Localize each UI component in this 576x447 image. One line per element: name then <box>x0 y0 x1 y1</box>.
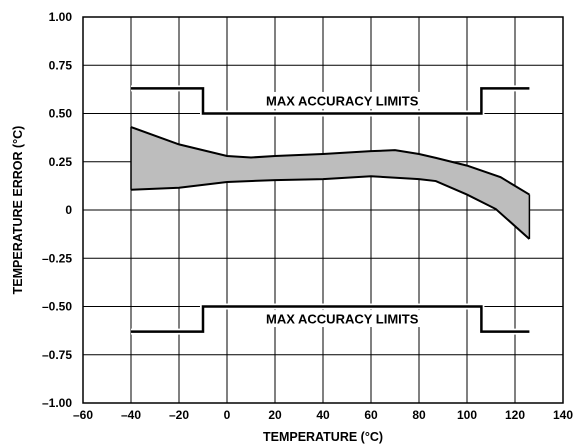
y-tick-label: 0.25 <box>49 155 73 169</box>
x-tick-label: 60 <box>364 408 378 422</box>
y-tick-label: 0 <box>65 203 72 217</box>
plot-frame <box>82 16 564 404</box>
lower-accuracy-limit-line <box>131 305 530 333</box>
y-tick-label: 1.00 <box>49 10 73 24</box>
x-axis-title: TEMPERATURE (°C) <box>263 430 383 444</box>
x-tick-label: –60 <box>73 408 93 422</box>
x-tick-label: –20 <box>169 408 189 422</box>
error-band-upper-line <box>130 126 530 196</box>
y-tick-label: 0.50 <box>49 107 73 121</box>
x-tick-label: 120 <box>505 408 525 422</box>
x-tick-label: 20 <box>268 408 282 422</box>
lower-limit-annotation: MAX ACCURACY LIMITS <box>266 312 419 327</box>
annotation-background <box>260 91 425 109</box>
grid-layer <box>83 17 563 403</box>
upper-accuracy-limit-line <box>131 87 530 115</box>
annotation-layer: MAX ACCURACY LIMITS MAX ACCURACY LIMITS <box>260 91 425 328</box>
accuracy-limit-layer <box>131 85 530 335</box>
x-tick-label: –40 <box>121 408 141 422</box>
error-band-fill <box>131 127 530 239</box>
y-tick-label: 0.75 <box>49 58 73 72</box>
x-tick-label: 80 <box>412 408 426 422</box>
x-tick-labels: –60 –40 –20 0 20 40 60 80 100 120 140 <box>73 408 573 422</box>
x-tick-label: 0 <box>224 408 231 422</box>
x-tick-label: 140 <box>553 408 573 422</box>
error-band-lower-line <box>130 175 531 240</box>
error-band-layer <box>130 126 531 240</box>
y-tick-label: –0.75 <box>42 348 72 362</box>
upper-limit-annotation: MAX ACCURACY LIMITS <box>266 93 419 108</box>
y-tick-label: –0.25 <box>42 251 72 265</box>
x-tick-label: 100 <box>457 408 477 422</box>
y-tick-label: –0.50 <box>42 300 72 314</box>
y-tick-labels: 1.00 0.75 0.50 0.25 0 –0.25 –0.50 –0.75 –1.00 <box>42 10 72 410</box>
y-tick-label: –1.00 <box>42 396 72 410</box>
annotation-background <box>260 310 425 328</box>
x-tick-label: 40 <box>316 408 330 422</box>
y-axis-title: TEMPERATURE ERROR (°C) <box>11 126 25 295</box>
